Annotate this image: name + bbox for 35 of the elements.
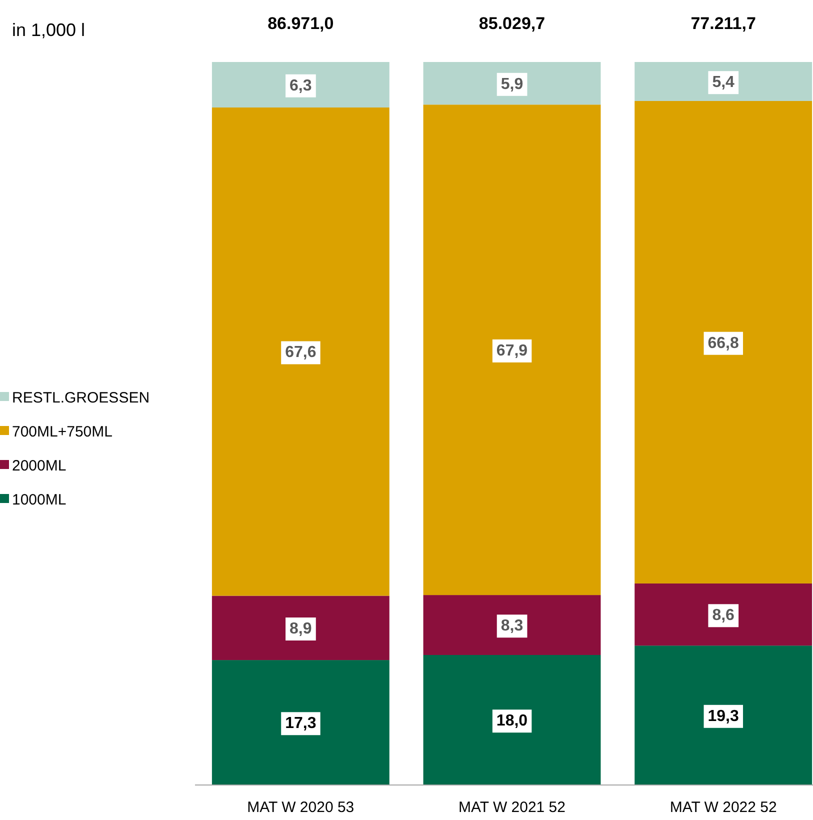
data-label: 66,8 <box>708 334 740 352</box>
bar <box>212 62 390 108</box>
bar <box>634 62 812 102</box>
legend-label: 700ML+750ML <box>12 423 112 440</box>
text: 85.029,7 <box>478 14 546 33</box>
text: 86.971,0 <box>268 14 334 33</box>
x-tick-label: MAT W 2021 52 <box>458 799 566 816</box>
bar <box>634 101 812 584</box>
text: in 1,000 l <box>12 20 86 40</box>
legend-label: RESTL.GROESSEN <box>12 389 150 406</box>
data-label: 8,9 <box>290 620 312 638</box>
legend-label: 1000ML <box>12 491 66 508</box>
data-label: 18,0 <box>496 712 528 730</box>
data-label: 5,4 <box>712 74 735 92</box>
bar <box>634 646 812 785</box>
bar <box>212 660 390 785</box>
data-label: 17,3 <box>285 715 316 732</box>
x-tick-label: MAT W 2022 52 <box>670 799 777 816</box>
data-label: 8,6 <box>712 607 735 624</box>
data-label: 19,3 <box>708 708 740 725</box>
bar <box>423 62 601 105</box>
bar <box>212 108 390 596</box>
data-label: 67,9 <box>496 342 528 360</box>
bar <box>212 596 390 660</box>
data-label: 67,6 <box>285 344 316 362</box>
data-label: 5,9 <box>500 76 524 93</box>
data-label: 6,3 <box>290 77 312 94</box>
x-tick-label: MAT W 2020 53 <box>247 799 354 816</box>
bar <box>423 654 601 785</box>
legend-label: 2000ML <box>12 457 66 474</box>
data-label: 8,3 <box>500 618 524 635</box>
bar <box>423 104 601 596</box>
bar <box>423 595 601 655</box>
text: 77.211,7 <box>690 14 756 33</box>
bar <box>634 583 812 646</box>
